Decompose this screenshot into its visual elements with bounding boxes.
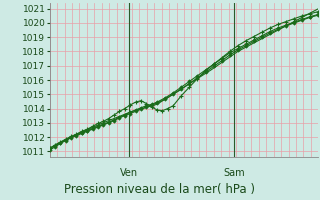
Text: Ven: Ven bbox=[120, 168, 138, 178]
Text: Sam: Sam bbox=[223, 168, 244, 178]
Text: Pression niveau de la mer( hPa ): Pression niveau de la mer( hPa ) bbox=[65, 183, 255, 196]
